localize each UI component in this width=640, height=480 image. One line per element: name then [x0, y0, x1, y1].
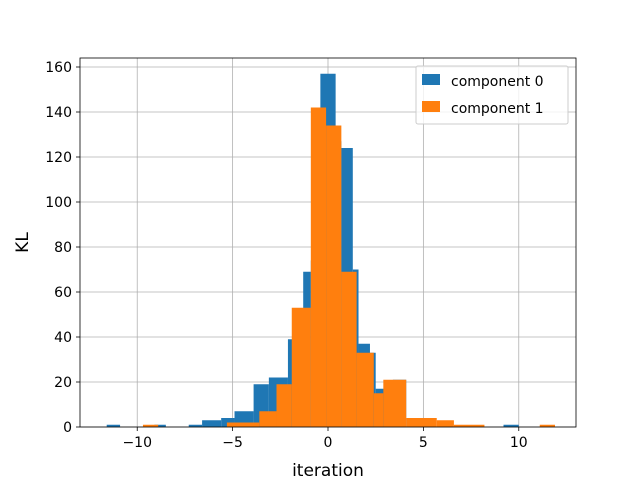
y-tick-label: 20: [54, 375, 72, 391]
legend: component 0 component 1: [415, 65, 569, 125]
y-axis-label: KL: [13, 232, 33, 253]
histogram-bar-component-1: [341, 271, 357, 427]
x-axis-label: iteration: [292, 461, 364, 480]
y-tick-label: 120: [45, 150, 72, 166]
histogram-bar-component-0: [503, 424, 519, 427]
histogram-bar-component-1: [259, 411, 277, 427]
y-tick-label: 40: [54, 330, 72, 346]
y-tick-label: 80: [54, 240, 72, 256]
legend-box: [415, 65, 569, 125]
histogram-bar-component-1: [326, 125, 342, 427]
histogram-bar-component-1: [310, 107, 327, 427]
histogram-bar-component-1: [373, 393, 384, 427]
histogram-bar-component-1: [291, 307, 311, 427]
x-tick-label: 5: [419, 435, 428, 451]
histogram-bar-component-1: [226, 422, 260, 427]
histogram-bar-component-1: [276, 384, 292, 427]
histogram-bar-component-1: [436, 420, 454, 427]
histogram-bar-component-1: [453, 424, 485, 427]
histogram-bar-component-0: [154, 424, 166, 427]
bars: [106, 73, 556, 427]
legend-label-component-0: component 0: [451, 74, 544, 90]
x-tick-label: 0: [324, 435, 333, 451]
histogram-bar-component-0: [202, 420, 222, 427]
y-tick-label: 160: [45, 60, 72, 76]
histogram-bar-component-1: [142, 424, 159, 427]
x-tick-label: 10: [510, 435, 528, 451]
y-tick-label: 0: [63, 420, 72, 436]
histogram-bar-component-1: [356, 352, 374, 427]
y-tick-label: 60: [54, 285, 72, 301]
x-tick-label: −5: [222, 435, 243, 451]
y-tick-label: 100: [45, 195, 72, 211]
histogram-bar-component-1: [383, 379, 407, 427]
histogram-bar-component-1: [539, 424, 556, 427]
y-tick-label: 140: [45, 105, 72, 121]
x-tick-label: −10: [122, 435, 152, 451]
histogram-bar-component-1: [406, 418, 437, 427]
histogram-bar-component-0: [188, 424, 203, 427]
histogram-bar-component-0: [106, 424, 121, 427]
legend-label-component-1: component 1: [451, 101, 544, 117]
legend-swatch-component-0: [422, 74, 440, 85]
legend-swatch-component-1: [422, 101, 440, 112]
histogram-bar-component-0: [287, 339, 294, 427]
